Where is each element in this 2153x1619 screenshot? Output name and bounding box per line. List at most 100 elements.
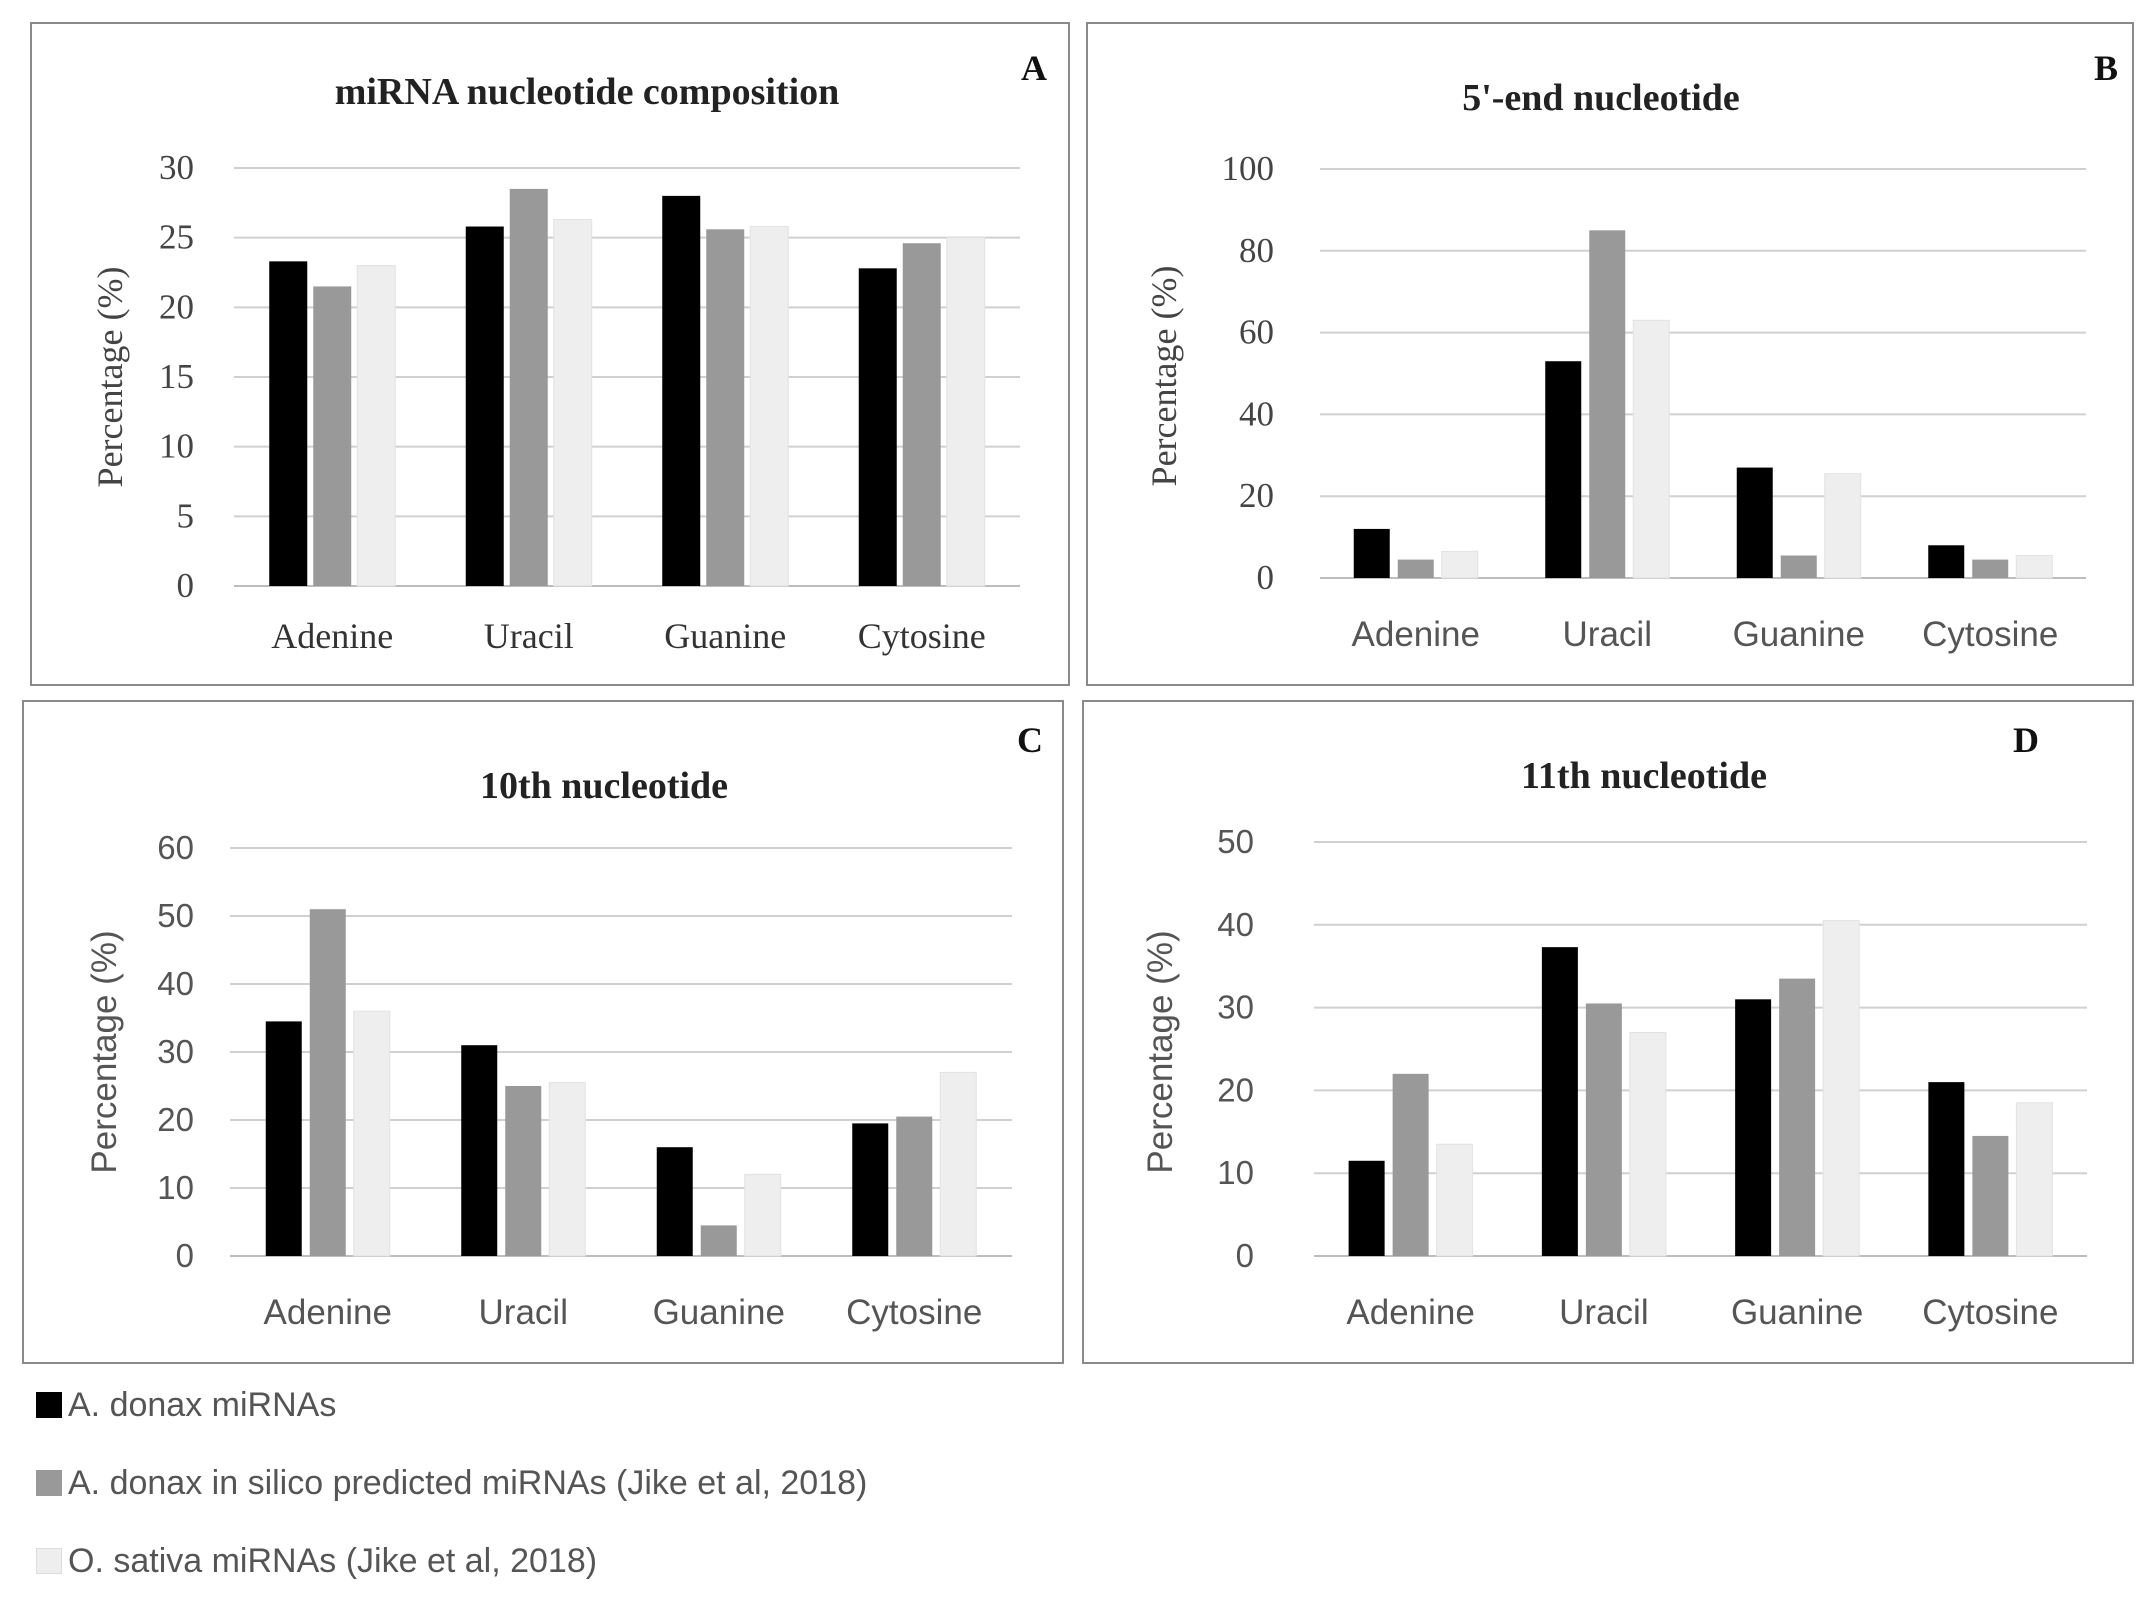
y-tick-label: 80 — [1239, 231, 1274, 270]
bar-adenine-series-1 — [265, 1021, 302, 1256]
y-tick-label: 30 — [157, 1033, 194, 1070]
bar-uracil-series-3 — [553, 219, 593, 587]
y-tick-label: 0 — [177, 566, 195, 605]
panel-letter: A — [1021, 48, 1047, 88]
category-label: Uracil — [1559, 1293, 1648, 1332]
y-tick-label: 20 — [157, 1101, 194, 1138]
bar-uracil-series-3 — [1632, 319, 1670, 579]
bar-uracil-series-2 — [509, 188, 548, 586]
bar-adenine-series-2 — [313, 286, 352, 586]
y-tick-label: 50 — [1217, 823, 1254, 860]
bar-adenine-series-1 — [269, 261, 308, 586]
bar-guanine-series-3 — [749, 226, 789, 587]
panel-a: 0 5 10 15 20 25 30 Adenine Uracil Guanine Cytosine… — [30, 22, 1070, 686]
panel-letter: C — [1017, 720, 1043, 760]
category-label: Cytosine — [1922, 1293, 2058, 1332]
bar-cytosine-series-2 — [1972, 559, 2009, 578]
y-tick-label: 0 — [1257, 558, 1275, 597]
bar-adenine-series-2 — [309, 909, 346, 1256]
y-tick-label: 60 — [157, 829, 194, 866]
y-tick-label: 20 — [1217, 1071, 1254, 1108]
category-label: Guanine — [1731, 1293, 1863, 1332]
legend-item-osativa: O. sativa miRNAs (Jike et al, 2018) — [36, 1541, 867, 1581]
chart-title: 11th nucleotide — [1521, 755, 1767, 797]
category-label: Adenine — [264, 1293, 392, 1332]
category-label: Adenine — [1346, 1293, 1474, 1332]
bar-cytosine-series-2 — [902, 243, 941, 587]
y-tick-label: 50 — [157, 897, 194, 934]
legend-label: O. sativa miRNAs (Jike et al, 2018) — [68, 1541, 598, 1580]
legend-label: A. donax miRNAs — [68, 1385, 337, 1424]
y-axis-label: Percentage (%) — [85, 930, 124, 1173]
legend: A. donax miRNAs A. donax in silico predi… — [36, 1385, 867, 1619]
y-tick-label: 10 — [157, 1169, 194, 1206]
bar-uracil-series-1 — [461, 1045, 498, 1256]
legend-swatch-gray — [36, 1470, 62, 1496]
chart-panel-d: 0 10 20 30 40 50 Adenine Uracil Guanine Cytosine 1… — [1141, 720, 2087, 1332]
category-label: Guanine — [1733, 615, 1865, 654]
bar-guanine-series-2 — [700, 1225, 737, 1256]
bar-guanine-series-1 — [1735, 999, 1772, 1256]
bar-adenine-series-3 — [356, 265, 396, 587]
y-tick-label: 60 — [1239, 313, 1274, 352]
y-axis-label: Percentage (%) — [90, 267, 130, 488]
y-tick-label: 10 — [1217, 1154, 1254, 1191]
chart-panel-a: 0 5 10 15 20 25 30 Adenine Uracil Guanine Cytosine… — [90, 48, 1047, 656]
bar-uracil-series-1 — [1545, 361, 1582, 578]
bar-uracil-series-1 — [465, 226, 504, 586]
bar-cytosine-series-2 — [896, 1116, 933, 1256]
chart-title: miRNA nucleotide composition — [335, 71, 840, 113]
bar-cytosine-series-3 — [946, 237, 986, 587]
chart-title: 5'-end nucleotide — [1462, 77, 1740, 119]
bar-adenine-series-1 — [1348, 1160, 1385, 1256]
category-label: Adenine — [1352, 615, 1480, 654]
y-tick-label: 40 — [1239, 394, 1274, 433]
y-tick-label: 40 — [1217, 906, 1254, 943]
y-tick-label: 40 — [157, 965, 194, 1002]
y-tick-label: 0 — [1236, 1237, 1254, 1274]
category-label: Uracil — [1563, 615, 1652, 654]
panel-b: 0 20 40 60 80 100 Adenine Uracil Guanine Cytosine… — [1086, 22, 2134, 686]
bar-cytosine-series-3 — [2015, 1102, 2053, 1257]
bar-cytosine-series-3 — [939, 1071, 977, 1257]
bar-cytosine-series-1 — [1928, 545, 1965, 578]
bar-adenine-series-1 — [1353, 528, 1390, 578]
bar-guanine-series-3 — [1824, 473, 1862, 579]
category-label: Guanine — [664, 616, 786, 656]
panel-d: 0 10 20 30 40 50 Adenine Uracil Guanine Cytosine 1… — [1082, 700, 2134, 1364]
chart-panel-b: 0 20 40 60 80 100 Adenine Uracil Guanine Cytosine… — [1144, 48, 2118, 654]
bar-guanine-series-1 — [656, 1147, 693, 1256]
bar-guanine-series-1 — [662, 195, 701, 586]
y-tick-label: 20 — [159, 287, 194, 326]
panel-letter: B — [2094, 48, 2118, 88]
chart-panel-c: 0 10 20 30 40 50 60 Adenine Uracil Guanine Cytosin… — [85, 720, 1043, 1332]
bar-cytosine-series-1 — [858, 268, 897, 586]
bar-adenine-series-3 — [353, 1010, 391, 1257]
category-label: Uracil — [479, 1293, 568, 1332]
legend-item-insilico: A. donax in silico predicted miRNAs (Jik… — [36, 1463, 867, 1503]
y-tick-label: 5 — [177, 496, 195, 535]
bar-cytosine-series-1 — [852, 1123, 889, 1256]
bar-cytosine-series-3 — [2015, 555, 2053, 579]
category-label: Cytosine — [858, 616, 986, 656]
y-tick-label: 15 — [159, 357, 194, 396]
y-tick-label: 20 — [1239, 476, 1274, 515]
y-tick-label: 100 — [1222, 149, 1275, 188]
bar-adenine-series-3 — [1436, 1143, 1474, 1257]
bar-guanine-series-2 — [706, 229, 745, 586]
panel-letter: D — [2013, 720, 2039, 760]
y-tick-label: 10 — [159, 427, 194, 466]
bar-guanine-series-2 — [1779, 978, 1816, 1256]
bar-guanine-series-1 — [1736, 467, 1773, 578]
y-tick-label: 25 — [159, 218, 194, 257]
category-label: Adenine — [271, 616, 393, 656]
category-label: Cytosine — [846, 1293, 982, 1332]
bar-guanine-series-3 — [1822, 920, 1860, 1257]
bar-cytosine-series-1 — [1928, 1082, 1965, 1256]
chart-title: 10th nucleotide — [480, 765, 728, 807]
legend-item-adonax: A. donax miRNAs — [36, 1385, 867, 1425]
bar-uracil-series-3 — [1629, 1031, 1667, 1257]
y-axis-label: Percentage (%) — [1144, 266, 1184, 487]
legend-swatch-light — [36, 1548, 62, 1574]
bar-uracil-series-2 — [505, 1086, 542, 1256]
